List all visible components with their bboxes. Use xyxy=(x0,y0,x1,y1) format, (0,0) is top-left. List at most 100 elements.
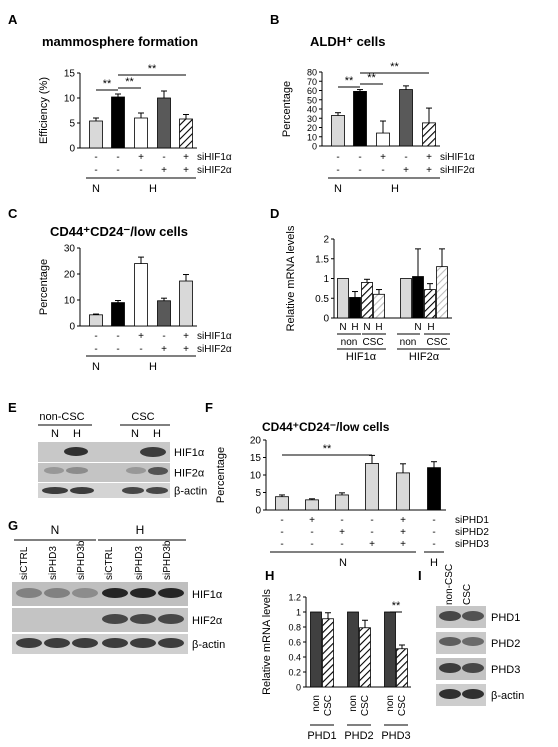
condition-sign: - xyxy=(432,527,435,538)
significance-label: ** xyxy=(148,63,157,75)
significance-label: ** xyxy=(390,61,399,73)
y-tick-label: 1.5 xyxy=(315,254,329,265)
blot-band xyxy=(158,588,184,598)
bar xyxy=(400,278,412,319)
blot-band xyxy=(16,588,42,598)
condition-sign: - xyxy=(381,165,384,176)
significance-label: ** xyxy=(345,75,354,87)
y-tick-label: 10 xyxy=(64,94,76,105)
condition-row-label: siHIF2α xyxy=(197,165,232,176)
blot-band xyxy=(122,487,144,494)
y-tick-label: 0.8 xyxy=(288,623,301,633)
condition-sign: - xyxy=(162,331,165,342)
condition-label: H xyxy=(351,322,358,333)
pair-label: non xyxy=(311,695,322,712)
subgroup-label: CSC xyxy=(426,337,447,348)
blot-band xyxy=(462,663,484,673)
panel-letter-b: B xyxy=(270,12,279,27)
blot-band xyxy=(72,588,98,598)
y-tick-label: 30 xyxy=(64,244,76,255)
y-tick-label: 1 xyxy=(296,608,301,618)
blot-band xyxy=(66,467,88,474)
y-axis-label: Efficiency (%) xyxy=(38,77,50,144)
group-label: N xyxy=(92,183,100,195)
panel-a-title: mammosphere formation xyxy=(42,34,198,49)
condition-sign: - xyxy=(280,527,283,538)
bar xyxy=(399,89,413,147)
blot-band xyxy=(439,611,461,621)
y-tick-label: 0.6 xyxy=(288,638,301,648)
blot-band xyxy=(130,588,156,598)
blot-band xyxy=(146,487,168,494)
significance-label: ** xyxy=(103,78,112,90)
condition-sign: - xyxy=(336,165,339,176)
blot-lane-label: non-CSC xyxy=(444,564,455,605)
y-tick-label: 0 xyxy=(296,683,301,693)
y-tick-label: 50 xyxy=(307,95,317,105)
panel-letter-c: C xyxy=(8,206,18,221)
bar xyxy=(111,302,125,327)
subgroup-label: CSC xyxy=(362,337,383,348)
condition-sign: + xyxy=(183,331,189,342)
y-tick-label: 15 xyxy=(64,69,76,80)
blot-band xyxy=(44,638,70,648)
condition-sign: - xyxy=(162,152,165,163)
condition-sign: + xyxy=(161,344,167,355)
blot-band xyxy=(42,487,68,494)
blot-band xyxy=(462,637,484,646)
condition-sign: + xyxy=(183,165,189,176)
condition-row-label: siPHD1 xyxy=(455,515,489,526)
bar xyxy=(373,293,385,319)
blot-lane-label: siPHD3b xyxy=(162,540,173,580)
blot-band-label: β-actin xyxy=(192,639,225,651)
condition-sign: + xyxy=(403,165,409,176)
blot-band-label: PHD2 xyxy=(491,638,520,650)
y-axis-label: Relative mRNA levels xyxy=(285,225,297,331)
blot-band-label: HIF2α xyxy=(174,468,205,480)
bar xyxy=(384,611,396,688)
group-label: N xyxy=(334,183,342,195)
group-label: H xyxy=(430,557,438,569)
y-tick-label: 60 xyxy=(307,86,317,96)
y-tick-label: 70 xyxy=(307,77,317,87)
condition-sign: - xyxy=(340,539,343,550)
blot-strip xyxy=(38,442,170,462)
group-label: H xyxy=(149,361,157,373)
bar xyxy=(305,499,319,511)
condition-row-label: siPHD3 xyxy=(455,539,489,550)
condition-sign: + xyxy=(339,527,345,538)
y-tick-label: 10 xyxy=(64,296,76,307)
blot-band xyxy=(148,467,168,475)
y-tick-label: 0.4 xyxy=(288,653,301,663)
condition-sign: - xyxy=(116,152,119,163)
blot-lane-label: siPHD3 xyxy=(48,546,59,580)
y-tick-label: 0 xyxy=(69,322,75,333)
blot-lane-label: siPHD3 xyxy=(134,546,145,580)
y-tick-label: 10 xyxy=(307,132,317,142)
bar xyxy=(157,300,171,327)
blot-band-label: HIF1α xyxy=(174,447,205,459)
condition-label: H xyxy=(375,322,382,333)
blot-band xyxy=(16,638,42,648)
condition-sign: + xyxy=(309,515,315,526)
blot-lane-label: CSC xyxy=(462,584,473,605)
y-axis-label: Percentage xyxy=(38,259,50,315)
blot-band xyxy=(439,689,461,699)
y-tick-label: 2 xyxy=(323,235,329,246)
bar xyxy=(111,96,125,149)
blot-band xyxy=(158,614,184,624)
panel-b-title: ALDH⁺ cells xyxy=(310,34,386,49)
bar xyxy=(275,496,289,511)
blot-group-label: N xyxy=(51,523,60,537)
y-tick-label: 0.2 xyxy=(288,668,301,678)
y-tick-label: 1 xyxy=(323,274,329,285)
y-axis-label: Percentage xyxy=(281,81,293,137)
group-label: N xyxy=(92,361,100,373)
group-label: H xyxy=(149,183,157,195)
panel-letter-f: F xyxy=(205,400,213,415)
blot-band xyxy=(462,689,484,699)
bar xyxy=(89,120,103,149)
blot-lane-label: N xyxy=(51,428,59,440)
bar xyxy=(322,618,334,688)
